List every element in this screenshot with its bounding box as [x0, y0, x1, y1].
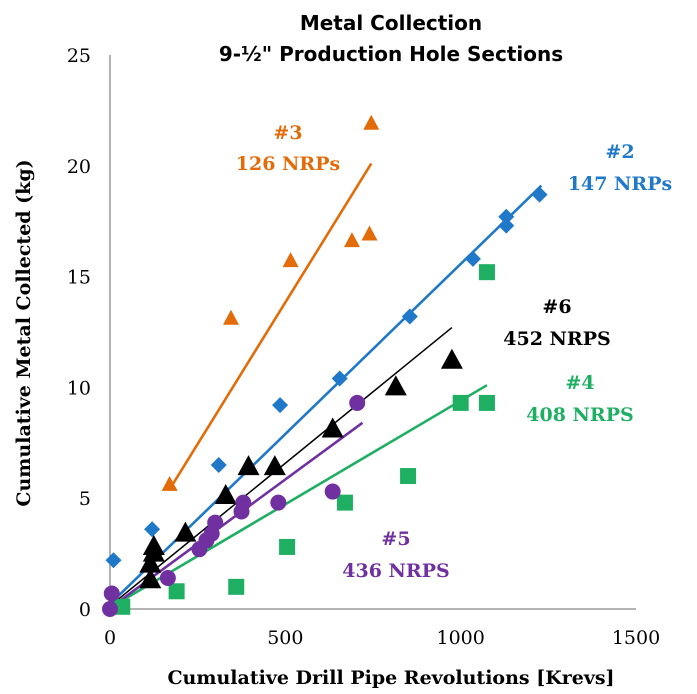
chart-title: Metal Collection: [300, 11, 482, 35]
annotation-s4-nrps: 408 NRPS: [526, 404, 633, 426]
x-axis-title: Cumulative Drill Pipe Revolutions [Krevs…: [167, 667, 614, 689]
annotation-s5-number: #5: [381, 528, 410, 550]
point-s6: [263, 455, 286, 476]
point-s2: [498, 217, 515, 234]
chart-subtitle: 9-½" Production Hole Sections: [219, 42, 563, 66]
y-tick-label: 0: [79, 599, 91, 621]
point-s6: [174, 521, 197, 542]
x-tick-label: 0: [104, 627, 116, 649]
point-s4: [478, 264, 495, 281]
point-s2: [144, 521, 161, 538]
point-s4: [478, 394, 495, 411]
annotation-s4-number: #4: [565, 372, 594, 394]
point-s3: [343, 232, 360, 248]
point-s2: [210, 456, 227, 473]
x-tick-labels: 0 500 1000 1500: [104, 627, 660, 649]
annotation-s6-nrps: 452 NRPS: [503, 328, 610, 350]
y-tick-label: 25: [67, 45, 91, 67]
trendline-s4: [111, 384, 488, 608]
annotation-s5-nrps: 436 NRPS: [342, 560, 449, 582]
point-s5: [235, 494, 252, 511]
point-s6: [142, 534, 165, 555]
annotation-s3-number: #3: [273, 122, 302, 144]
x-tick-label: 500: [267, 627, 303, 649]
point-s3: [161, 475, 178, 491]
point-s6: [321, 417, 344, 438]
point-s2: [531, 186, 548, 203]
point-s6: [139, 552, 162, 573]
point-s4: [336, 494, 353, 511]
point-s5: [102, 601, 118, 617]
y-tick-labels: 0 5 10 15 20 25: [67, 45, 91, 621]
y-tick-label: 10: [67, 377, 91, 399]
point-s2: [401, 308, 418, 325]
point-s5: [103, 585, 120, 602]
x-tick-label: 1500: [612, 627, 660, 649]
point-s3: [361, 225, 378, 241]
y-tick-label: 5: [79, 488, 91, 510]
x-tick-label: 1000: [436, 627, 484, 649]
annotation-s3-nrps: 126 NRPs: [236, 153, 340, 175]
point-s6: [139, 568, 162, 589]
point-s2: [105, 552, 122, 569]
annotation-s2-nrps: 147 NRPs: [568, 173, 672, 195]
trendline-s6: [111, 326, 453, 606]
point-s5: [270, 494, 287, 511]
point-s4: [168, 583, 185, 600]
y-tick-label: 20: [67, 156, 91, 178]
point-s4: [228, 578, 245, 595]
point-s6: [237, 455, 260, 476]
point-s2: [272, 397, 289, 414]
data-points: [102, 114, 548, 617]
point-s5: [349, 394, 366, 411]
point-s4: [452, 394, 469, 411]
point-s3: [363, 114, 380, 130]
trendline-s3: [168, 162, 373, 491]
point-s3: [282, 252, 299, 268]
point-s5: [207, 514, 224, 531]
point-s4: [114, 598, 131, 615]
point-s5: [159, 569, 176, 586]
annotation-s2-number: #2: [605, 141, 634, 163]
point-s6: [384, 375, 407, 396]
point-s4: [279, 538, 296, 555]
point-s2: [498, 208, 515, 225]
point-s2: [331, 370, 348, 387]
point-s4: [400, 468, 417, 485]
point-s6: [440, 348, 463, 369]
y-tick-label: 15: [67, 267, 91, 289]
point-s6: [214, 483, 237, 504]
series-annotations: #3 126 NRPs #2 147 NRPs #6 452 NRPS #4 4…: [236, 122, 672, 582]
annotation-s6-number: #6: [542, 296, 571, 318]
y-axis-title: Cumulative Metal Collected (kg): [13, 159, 35, 506]
point-s3: [222, 309, 239, 325]
point-s5: [324, 483, 341, 500]
point-s2: [464, 250, 481, 267]
